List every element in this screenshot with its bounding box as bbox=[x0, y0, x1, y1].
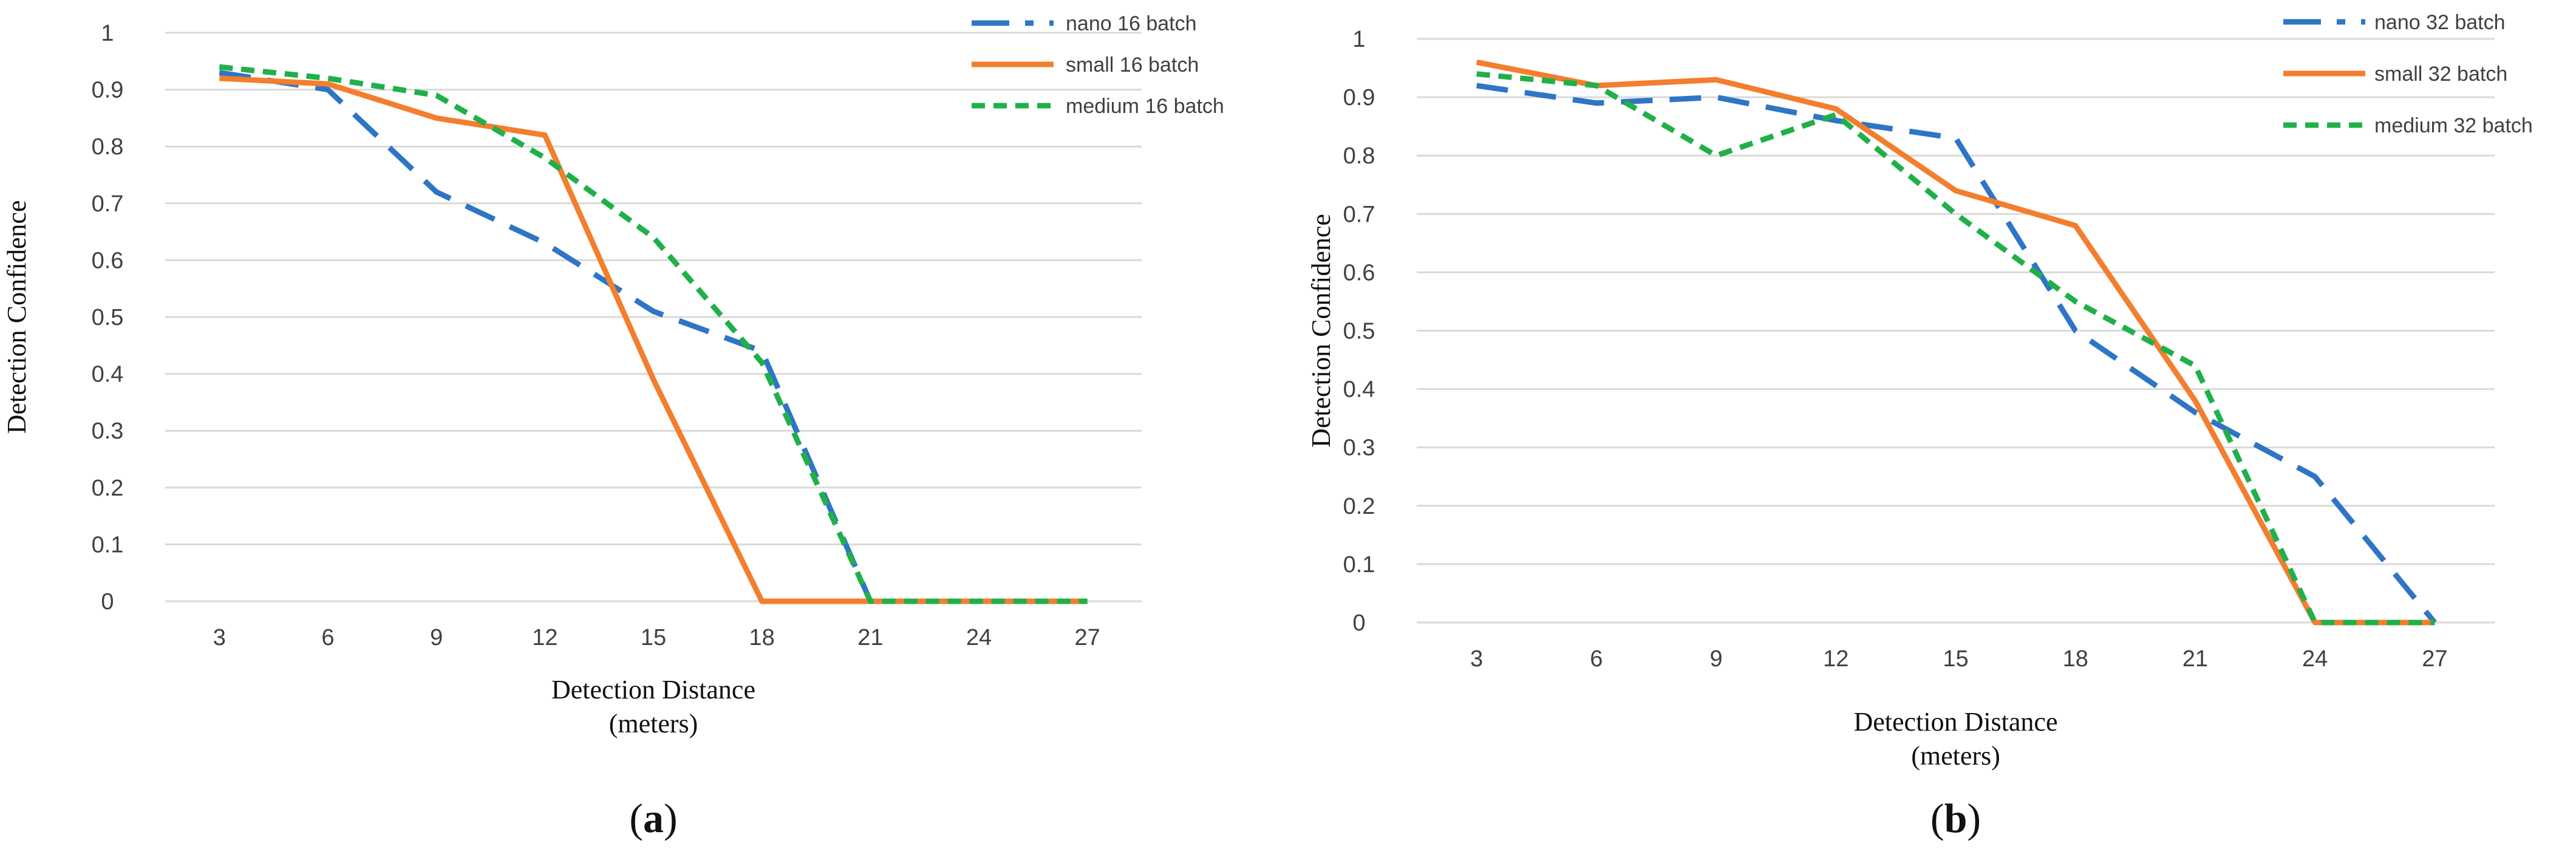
x-tick-label: 3 bbox=[213, 625, 226, 650]
x-tick-label: 15 bbox=[641, 625, 666, 650]
y-tick-label: 0.4 bbox=[92, 362, 124, 387]
y-tick-label: 0.6 bbox=[1343, 260, 1375, 285]
y-tick-label: 0 bbox=[101, 589, 114, 615]
x-tick-label: 12 bbox=[1823, 646, 1849, 672]
x-axis-unit: (meters) bbox=[609, 709, 698, 739]
y-axis-title: Detection Confidence bbox=[2, 200, 32, 434]
y-tick-label: 0.5 bbox=[92, 305, 124, 330]
x-tick-label: 24 bbox=[966, 625, 992, 650]
y-tick-label: 0.1 bbox=[92, 532, 124, 558]
y-tick-label: 0.1 bbox=[1343, 552, 1375, 578]
y-tick-label: 0.9 bbox=[92, 78, 124, 103]
panel-label: (b) bbox=[1930, 795, 1981, 841]
y-axis-title: Detection Confidence bbox=[1306, 214, 1336, 448]
x-tick-label: 9 bbox=[430, 625, 443, 650]
y-tick-label: 0.3 bbox=[1343, 435, 1375, 461]
x-tick-label: 18 bbox=[749, 625, 775, 650]
y-tick-label: 0.2 bbox=[92, 476, 124, 501]
x-tick-label: 21 bbox=[2182, 646, 2208, 672]
y-tick-label: 0.7 bbox=[92, 191, 124, 217]
x-tick-label: 27 bbox=[2422, 646, 2447, 672]
legend-label: medium 16 batch bbox=[1066, 95, 1224, 118]
legend-label: small 16 batch bbox=[1066, 53, 1199, 77]
series-line-medium-32-batch bbox=[1476, 71, 2435, 626]
x-tick-label: 9 bbox=[1709, 646, 1722, 672]
chart-panel-b: 0 0.1 0.2 0.3 0.4 0.5 0.6 0.7 0.8 0.9 1 3 6 9 12 15 18 21… bbox=[1306, 11, 2533, 841]
x-tick-label: 6 bbox=[321, 625, 334, 650]
x-axis-unit: (meters) bbox=[1911, 741, 2000, 771]
x-tick-label: 18 bbox=[2063, 646, 2088, 672]
x-axis-title: Detection Distance bbox=[551, 675, 755, 705]
x-tick-label: 27 bbox=[1075, 625, 1100, 650]
series-line-small-16-batch bbox=[219, 75, 1088, 604]
legend-label: nano 32 batch bbox=[2374, 11, 2506, 34]
y-tick-label: 0 bbox=[1352, 610, 1365, 636]
y-tick-label: 0.7 bbox=[1343, 202, 1375, 227]
y-tick-label: 0.8 bbox=[92, 134, 124, 160]
panel-label: (a) bbox=[629, 795, 677, 841]
y-tick-label: 0.4 bbox=[1343, 377, 1375, 403]
x-tick-label: 3 bbox=[1470, 646, 1483, 672]
series-line-small-32-batch bbox=[1476, 59, 2435, 626]
y-tick-label: 0.8 bbox=[1343, 143, 1375, 169]
x-tick-label: 24 bbox=[2302, 646, 2328, 672]
y-tick-label: 0.3 bbox=[92, 418, 124, 444]
y-tick-label: 0.2 bbox=[1343, 494, 1375, 519]
y-tick-label: 1 bbox=[101, 21, 114, 46]
x-tick-label: 12 bbox=[532, 625, 557, 650]
x-tick-label: 15 bbox=[1943, 646, 1968, 672]
series-line-nano-16-batch bbox=[219, 70, 1088, 604]
chart-panel-a: 0 0.1 0.2 0.3 0.4 0.5 0.6 0.7 0.8 0.9 1 3 6 9 12 15 18 21… bbox=[2, 12, 1224, 841]
series-line-nano-32-batch bbox=[1476, 83, 2437, 624]
legend-label: nano 16 batch bbox=[1066, 12, 1197, 35]
x-tick-label: 6 bbox=[1590, 646, 1603, 672]
legend-label: small 32 batch bbox=[2374, 63, 2507, 86]
legend-label: medium 32 batch bbox=[2374, 114, 2533, 137]
x-axis-title: Detection Distance bbox=[1854, 707, 2058, 737]
x-tick-label: 21 bbox=[857, 625, 883, 650]
y-tick-label: 0.6 bbox=[92, 248, 124, 273]
y-tick-label: 0.9 bbox=[1343, 85, 1375, 111]
y-tick-label: 1 bbox=[1352, 27, 1365, 52]
y-tick-label: 0.5 bbox=[1343, 319, 1375, 344]
